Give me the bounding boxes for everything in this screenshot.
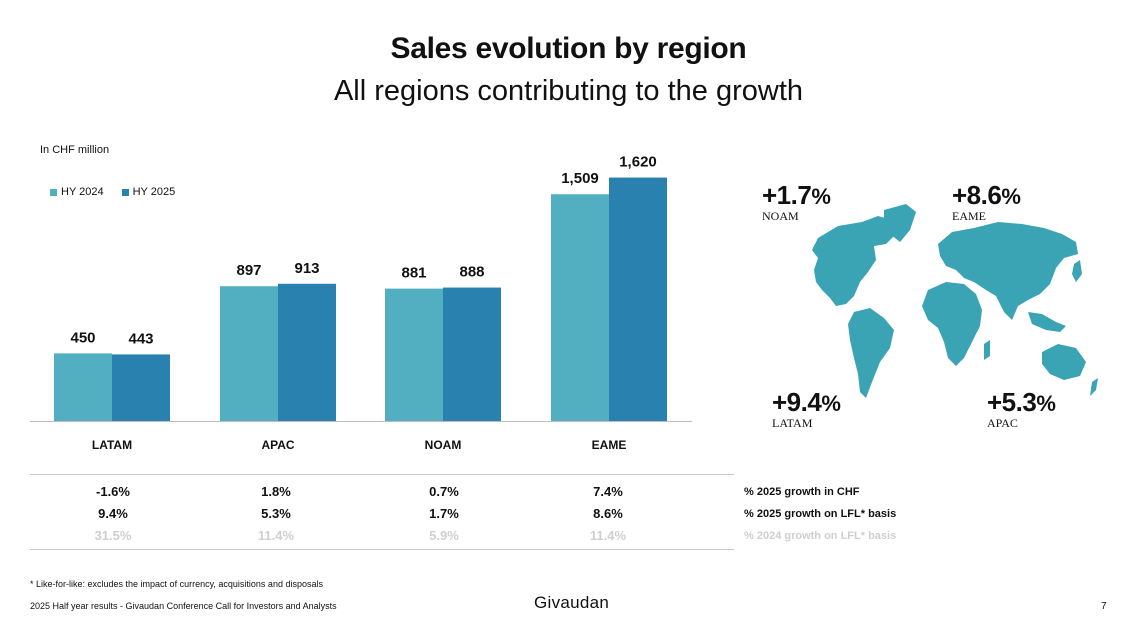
growth-lfl-2024-noam: 5.9% [429, 528, 459, 543]
data-label-eame-hy2025: 1,620 [619, 154, 657, 171]
legend-item-hy2024: HY 2024 [50, 186, 104, 198]
callout-eame-value: +8.6 [952, 180, 1002, 210]
growth-chf-apac: 1.8% [261, 484, 291, 499]
row-label-growth-chf: % 2025 growth in CHF [744, 486, 860, 498]
callout-noam: +1.7% NOAM [762, 180, 831, 224]
growth-chf-eame: 7.4% [593, 484, 623, 499]
legend-label-hy2024: HY 2024 [61, 186, 104, 198]
callout-eame: +8.6% EAME [952, 180, 1021, 224]
bar-apac-hy2025 [278, 283, 336, 421]
table-divider [30, 549, 734, 550]
growth-lfl-2024-eame: 11.4% [589, 528, 627, 543]
callout-noam-pct: % [811, 184, 831, 209]
legend-item-hy2025: HY 2025 [121, 186, 176, 198]
callout-latam-pct: % [821, 391, 841, 416]
data-label-noam-hy2025: 888 [459, 264, 484, 281]
north-america-shape [812, 216, 896, 306]
growth-lfl-noam: 1.7% [429, 506, 459, 521]
bar-noam-hy2025 [443, 287, 501, 421]
category-label-eame: EAME [592, 438, 627, 452]
page-number: 7 [1101, 601, 1107, 612]
japan-shape [1072, 260, 1082, 282]
legend-swatch-hy2024 [50, 188, 57, 196]
australia-shape [1042, 344, 1086, 380]
greenland-shape [884, 204, 916, 242]
growth-lfl-eame: 8.6% [593, 506, 623, 521]
madagascar-shape [984, 340, 990, 360]
data-label-eame-hy2024: 1,509 [561, 170, 599, 187]
growth-lfl-2024-apac: 11.4% [257, 528, 295, 543]
callout-latam: +9.4% LATAM [772, 387, 841, 431]
europe-asia-shape [938, 222, 1078, 320]
world-map [812, 204, 1098, 398]
callout-apac-pct: % [1036, 391, 1056, 416]
bar-eame-hy2024 [551, 194, 609, 421]
slide-title: Sales evolution by region [390, 32, 747, 65]
legend-swatch-hy2025 [121, 188, 129, 196]
data-label-latam-hy2024: 450 [70, 329, 95, 346]
category-label-apac: APAC [261, 438, 294, 452]
callout-apac-value: +5.3 [987, 387, 1037, 417]
data-label-apac-hy2025: 913 [294, 260, 319, 277]
bar-eame-hy2025 [609, 177, 667, 421]
world-map-continents [812, 204, 1098, 398]
africa-shape [922, 282, 982, 366]
table-divider [30, 474, 734, 475]
bar-chart: 450 443 LATAM 897 913 APAC 881 888 NOAM 1,509 1,62… [30, 154, 692, 452]
legend-label-hy2025: HY 2025 [132, 186, 176, 198]
growth-lfl-2024-latam: 31.5% [94, 528, 132, 543]
table-row-growth-chf: -1.6% 1.8% 0.7% 7.4% % 2025 growth in CH… [0, 484, 1137, 502]
category-label-latam: LATAM [92, 438, 132, 452]
footer-text: 2025 Half year results - Givaudan Confer… [30, 601, 337, 611]
southeast-asia-shape [1028, 312, 1066, 332]
growth-lfl-latam: 9.4% [98, 506, 128, 521]
chart-legend: HY 2024 HY 2025 [50, 186, 175, 198]
south-america-shape [848, 308, 894, 398]
category-label-noam: NOAM [425, 438, 462, 452]
unit-note: In CHF million [40, 144, 110, 156]
growth-chf-noam: 0.7% [429, 484, 459, 499]
data-label-latam-hy2025: 443 [128, 330, 153, 347]
footnote: * Like-for-like: excludes the impact of … [30, 579, 323, 589]
row-label-growth-lfl-2025: % 2025 growth on LFL* basis [744, 508, 897, 520]
bar-apac-hy2024 [220, 286, 278, 421]
brand-logo-text: Givaudan [534, 593, 610, 612]
callout-eame-pct: % [1001, 184, 1021, 209]
callout-apac-region: APAC [987, 416, 1018, 430]
callout-latam-value: +9.4 [772, 387, 822, 417]
callout-noam-region: NOAM [762, 209, 799, 223]
row-label-growth-lfl-2024: % 2024 growth on LFL* basis [744, 530, 897, 542]
callout-latam-region: LATAM [772, 416, 813, 430]
growth-lfl-apac: 5.3% [261, 506, 291, 521]
callout-apac: +5.3% APAC [987, 387, 1056, 431]
callout-eame-region: EAME [952, 209, 986, 223]
table-row-growth-lfl-2025: 9.4% 5.3% 1.7% 8.6% % 2025 growth on LFL… [0, 506, 1137, 524]
growth-chf-latam: -1.6% [96, 484, 130, 499]
new-zealand-shape [1090, 378, 1098, 396]
callout-noam-value: +1.7 [762, 180, 812, 210]
bar-latam-hy2024 [54, 353, 112, 421]
slide-subtitle: All regions contributing to the growth [333, 75, 804, 107]
table-row-growth-lfl-2024: 31.5% 11.4% 5.9% 11.4% % 2024 growth on … [0, 528, 1137, 546]
data-label-noam-hy2024: 881 [401, 265, 426, 282]
bar-noam-hy2024 [385, 288, 443, 421]
bar-latam-hy2025 [112, 354, 170, 421]
data-label-apac-hy2024: 897 [236, 262, 261, 279]
